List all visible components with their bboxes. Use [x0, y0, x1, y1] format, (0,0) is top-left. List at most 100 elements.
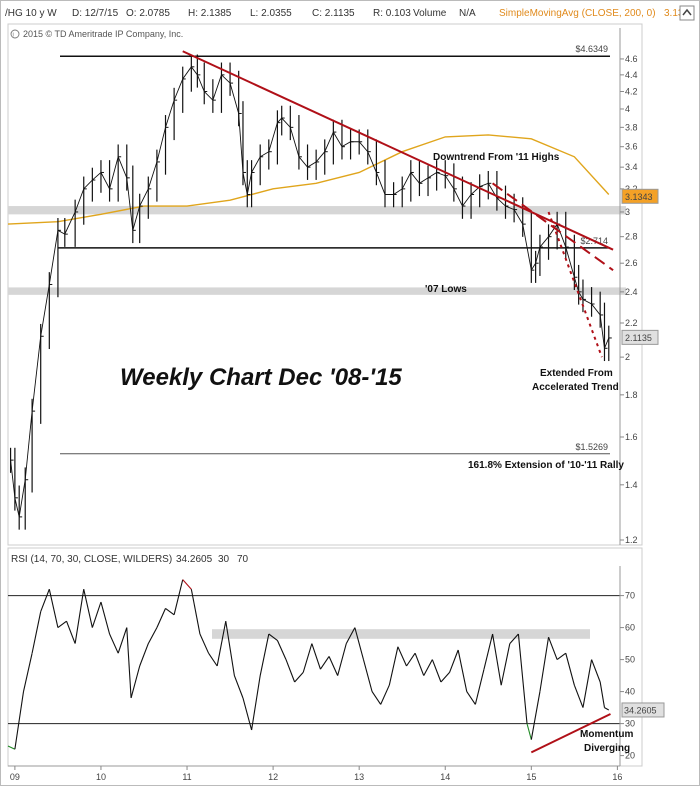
- rsi-segment: [199, 633, 210, 654]
- x-tick-label: 15: [526, 772, 536, 782]
- rsi-segment: [539, 637, 550, 692]
- price-badge-box-0: [621, 188, 659, 204]
- support-zone-0: [8, 206, 626, 215]
- rsi-segment: [311, 643, 321, 670]
- rsi-segment: [380, 684, 390, 705]
- rsi-segment: [190, 589, 201, 635]
- rsi-segment: [268, 633, 278, 641]
- rsi-segment: [251, 675, 261, 731]
- x-tick-label: 10: [96, 772, 106, 782]
- price-badge-0: 3.1343: [625, 192, 653, 202]
- rsi-segment: [74, 589, 85, 644]
- rsi-y-tick-label: 30: [625, 719, 635, 729]
- price-levels: $4.6349$2.714$1.5269: [58, 44, 610, 455]
- x-tick-label: 09: [10, 772, 20, 782]
- price-y-tick-label: 3.8: [625, 122, 638, 132]
- rsi-segment: [599, 681, 606, 708]
- price-y-tick-label: 3.6: [625, 142, 638, 152]
- rsi-segment: [483, 633, 494, 670]
- rsi-segment: [242, 697, 253, 731]
- price-y-tick-label: 1.2: [625, 535, 638, 545]
- sma-study-label[interactable]: SimpleMovingAvg (CLOSE, 200, 0): [499, 8, 656, 19]
- rsi-segment: [7, 745, 16, 750]
- price-panel-frame: [7, 23, 643, 546]
- rsi-y-tick-label: 40: [625, 687, 635, 697]
- rsi-segment: [91, 601, 102, 628]
- rsi-segment: [388, 646, 399, 686]
- rsi-segment: [319, 656, 330, 670]
- rsi-segment: [100, 601, 111, 635]
- chart-header: /HG 10 y W D: 12/7/15 O: 2.0785 H: 2.138…: [5, 5, 695, 39]
- svg-text:i: i: [13, 33, 14, 39]
- price-y-tick-label: 2.8: [625, 232, 638, 242]
- rsi-segment: [406, 652, 416, 667]
- support-zone-1: [8, 287, 626, 295]
- rsi-study-label[interactable]: RSI (14, 70, 30, CLOSE, WILDERS): [11, 554, 172, 565]
- copyright-text: 2015 © TD Ameritrade IP Company, Inc.: [23, 29, 183, 39]
- rsi-y-axis: 70 60 50 40 30 20: [619, 566, 635, 766]
- price-y-axis: 4.64.44.243.83.63.43.232.82.62.42.221.81…: [619, 28, 638, 545]
- rsi-segment: [431, 659, 442, 683]
- range-value: R: 0.103: [373, 8, 411, 19]
- price-y-tick-label: 2: [625, 352, 630, 362]
- rsi-segment: [165, 607, 175, 616]
- annotation-07-lows: '07 Lows: [425, 284, 467, 295]
- copyright-icon: i: [10, 29, 20, 39]
- trendline-dotted: [547, 211, 603, 358]
- rsi-overbought-param: 70: [237, 554, 249, 565]
- rsi-header: RSI (14, 70, 30, CLOSE, WILDERS) 34.2605…: [11, 554, 249, 565]
- rsi-segment: [14, 691, 25, 750]
- high-value: H: 2.1385: [188, 8, 232, 19]
- price-badge-1: 2.1135: [625, 333, 652, 343]
- rsi-segment: [302, 643, 313, 673]
- rsi-segment: [457, 649, 468, 692]
- rsi-segment: [83, 589, 93, 628]
- price-y-tick-label: 4.6: [625, 54, 638, 64]
- rsi-resistance-zone-0: [212, 629, 590, 639]
- level-label-0: $4.6349: [575, 44, 608, 54]
- rsi-segment: [40, 589, 50, 612]
- price-zones: [8, 206, 626, 295]
- x-tick-label: 12: [268, 772, 278, 782]
- rsi-segment: [354, 627, 365, 660]
- rsi-segment: [48, 589, 59, 628]
- rsi-reference-lines: [8, 595, 620, 725]
- rsi-segment: [31, 611, 42, 654]
- symbol-label[interactable]: /HG 10 y W: [5, 8, 57, 19]
- rsi-oversold-param: 30: [218, 554, 230, 565]
- rsi-current-value: 34.2605: [176, 554, 213, 565]
- price-y-tick-label: 4: [625, 104, 630, 114]
- rsi-segment: [182, 579, 192, 590]
- rsi-trendlines: [530, 713, 611, 754]
- annotation-momentum: Momentum: [580, 729, 633, 740]
- rsi-segment: [147, 627, 158, 644]
- rsi-segment: [173, 579, 184, 615]
- price-y-tick-label: 4.4: [625, 70, 638, 80]
- price-y-tick-label: 4.2: [625, 87, 638, 97]
- price-y-tick-label: 2.2: [625, 318, 638, 328]
- price-y-tick-label: 3.4: [625, 162, 638, 172]
- rsi-segment: [509, 633, 519, 644]
- rsi-segment: [337, 643, 347, 676]
- level-label-2: $1.5269: [575, 442, 608, 452]
- x-tick-label: 13: [354, 772, 364, 782]
- price-y-tick-label: 1.8: [625, 390, 638, 400]
- rsi-segment: [440, 672, 450, 683]
- price-trendlines: [182, 50, 614, 358]
- price-close-line: [10, 66, 610, 517]
- rsi-segment: [22, 653, 33, 692]
- rsi-segment: [345, 627, 356, 644]
- price-y-tick-label: 2.6: [625, 258, 638, 268]
- open-value: O: 2.0785: [126, 8, 170, 19]
- rsi-segment: [109, 633, 119, 654]
- collapse-chevron-icon[interactable]: [679, 5, 695, 21]
- rsi-segment: [423, 659, 433, 676]
- rsi-segment: [139, 643, 149, 667]
- rsi-y-tick-label: 50: [625, 655, 635, 665]
- rsi-segment: [474, 669, 485, 705]
- close-value: C: 2.1135: [312, 8, 355, 19]
- rsi-segment: [556, 652, 567, 661]
- bar-date: D: 12/7/15: [72, 8, 119, 19]
- rsi-segment: [328, 656, 339, 676]
